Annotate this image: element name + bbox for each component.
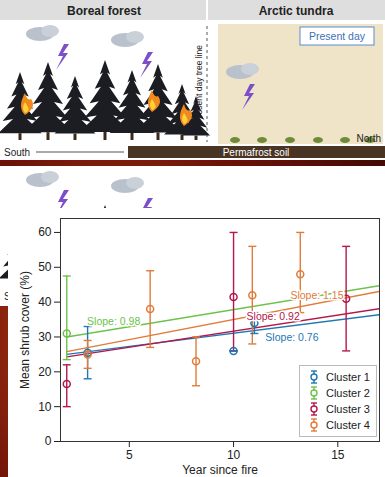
svg-text:North: North (357, 133, 381, 144)
svg-text:30: 30 (38, 330, 52, 344)
svg-text:Permafrost soil: Permafrost soil (223, 147, 290, 158)
svg-text:Slope: 0.76: Slope: 0.76 (265, 331, 318, 343)
html-text:Cluster 2: Cluster 2 (326, 387, 370, 399)
svg-text:50: 50 (38, 260, 52, 274)
svg-text:15: 15 (331, 448, 345, 462)
svg-text:Boreal forest: Boreal forest (67, 4, 141, 18)
svg-text:60: 60 (38, 225, 52, 239)
svg-text:10: 10 (38, 399, 52, 413)
svg-text:0: 0 (45, 434, 52, 448)
svg-text:Arctic tundra: Arctic tundra (259, 4, 334, 18)
svg-text:Year since fire: Year since fire (182, 463, 258, 477)
svg-text:Slope: 0.98: Slope: 0.98 (87, 315, 140, 327)
svg-text:Slope: 0.92: Slope: 0.92 (247, 310, 300, 322)
svg-text:5: 5 (126, 448, 133, 462)
svg-text:40: 40 (38, 295, 52, 309)
html-text:Cluster 3: Cluster 3 (326, 403, 370, 415)
svg-text:South: South (4, 147, 30, 158)
svg-text:Present day tree line: Present day tree line (194, 45, 204, 123)
svg-text:Mean shrub cover (%): Mean shrub cover (%) (18, 271, 32, 389)
svg-text:10: 10 (227, 448, 241, 462)
html-text:Cluster 4: Cluster 4 (326, 419, 370, 431)
html-text:Cluster 1: Cluster 1 (326, 371, 370, 383)
svg-text:Present day: Present day (309, 30, 366, 42)
svg-text:20: 20 (38, 365, 52, 379)
svg-text:Slope: 1.15: Slope: 1.15 (290, 289, 343, 301)
